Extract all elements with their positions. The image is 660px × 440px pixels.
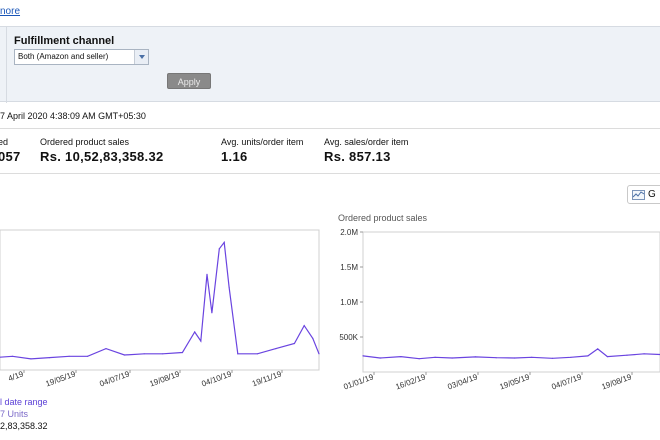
fulfillment-channel-value: Both (Amazon and seller) xyxy=(18,52,109,61)
data-point xyxy=(48,357,51,359)
stat-ordered-product-sales: Ordered product sales Rs. 10,52,83,358.3… xyxy=(40,137,164,164)
legend-units: 7 Units xyxy=(0,409,29,419)
data-point xyxy=(606,356,608,358)
y-tick-label: 1.0M xyxy=(340,298,358,307)
x-tick-label: 04/07/19 xyxy=(98,369,131,388)
data-point xyxy=(275,348,277,350)
x-tick-label: 19/11/19 xyxy=(251,369,283,388)
report-timestamp: 7 April 2020 4:38:09 AM GMT+05:30 xyxy=(0,111,146,121)
x-tick-label: 4/19 xyxy=(7,369,25,383)
data-point xyxy=(514,357,516,359)
more-link[interactable]: nore xyxy=(0,6,21,17)
data-point xyxy=(570,356,572,358)
data-point xyxy=(256,353,258,355)
legend-date-range[interactable]: l date range xyxy=(0,397,48,407)
x-tick-label: 04/07/19 xyxy=(550,372,583,391)
stat-value: 1.16 xyxy=(221,149,248,164)
stat-label: Avg. units/order item xyxy=(221,137,304,147)
data-point xyxy=(293,342,295,345)
data-point xyxy=(451,357,453,359)
chart-legend: l date range 7 Units 2,83,358.32 xyxy=(0,396,48,432)
stat-avg-units-per-order-item: Avg. units/order item 1.16 xyxy=(221,137,303,164)
legend-sales: 2,83,358.32 xyxy=(0,421,48,431)
data-point xyxy=(123,354,126,356)
plot-area xyxy=(0,229,320,371)
data-point xyxy=(303,325,305,327)
data-point xyxy=(218,248,220,250)
chevron-down-icon[interactable] xyxy=(134,50,148,64)
data-point xyxy=(379,357,381,359)
fulfillment-channel-label: Fulfillment channel xyxy=(14,35,115,47)
y-tick-label: 2.0M xyxy=(340,228,358,237)
y-tick-label: 1.5M xyxy=(340,263,358,272)
stat-avg-sales-per-order-item: Avg. sales/order item Rs. 857.13 xyxy=(324,137,408,164)
data-point xyxy=(206,273,208,275)
data-point xyxy=(223,241,225,243)
data-point xyxy=(237,353,239,355)
units-ordered-chart: 4/19 19/05/19 04/07/19 19/08/19 04/10/19 19/1… xyxy=(0,229,320,389)
graph-view-button[interactable]: G xyxy=(627,185,660,204)
line-chart-icon xyxy=(632,190,645,200)
plot-area xyxy=(362,231,660,373)
x-tick-label: 19/05/19 xyxy=(44,369,77,388)
data-point xyxy=(68,355,70,357)
x-tick-label: 01/01/19 xyxy=(342,372,375,391)
data-point xyxy=(312,337,314,339)
data-point xyxy=(181,351,183,354)
x-tick-label: 03/04/19 xyxy=(446,372,479,391)
stat-units-ordered: ed 057 xyxy=(0,137,21,164)
x-tick-label: 04/10/19 xyxy=(200,369,233,388)
data-point xyxy=(30,358,32,360)
data-point xyxy=(587,355,589,357)
apply-button[interactable]: Apply xyxy=(167,73,211,89)
data-point xyxy=(474,356,476,358)
data-point xyxy=(400,356,402,358)
series-line xyxy=(362,348,660,360)
stat-value: Rs. 857.13 xyxy=(324,149,391,164)
stats-row: ed 057 Ordered product sales Rs. 10,52,8… xyxy=(0,128,660,174)
chart-title-ordered-product-sales: Ordered product sales xyxy=(338,213,428,223)
data-point xyxy=(318,353,320,355)
data-point xyxy=(228,286,230,288)
data-point xyxy=(418,358,420,360)
x-tick-label: 19/08/19 xyxy=(600,372,633,391)
graph-view-label: G xyxy=(648,189,656,200)
data-point xyxy=(551,357,553,359)
x-tick-label: 19/05/19 xyxy=(498,372,531,391)
data-point xyxy=(597,348,599,350)
data-point xyxy=(105,348,107,350)
x-tick-label: 16/02/19 xyxy=(394,372,427,391)
y-tick-label: 500K xyxy=(339,333,358,342)
filter-bar: Fulfillment channel Both (Amazon and sel… xyxy=(0,26,660,103)
stat-label: Ordered product sales xyxy=(40,137,130,147)
data-point xyxy=(643,353,645,355)
data-point xyxy=(211,312,213,314)
data-point xyxy=(495,357,497,359)
data-point xyxy=(362,355,364,357)
stat-label: ed xyxy=(0,137,9,147)
data-point xyxy=(531,356,533,358)
data-point xyxy=(194,331,196,333)
stat-value: 057 xyxy=(0,149,21,164)
ordered-product-sales-chart: 2.0M 1.5M 1.0M 500K 01/01/19 16/02/19 03/04/19… xyxy=(339,228,660,392)
x-tick-label: 19/08/19 xyxy=(148,369,181,388)
data-point xyxy=(200,340,202,342)
data-point xyxy=(162,353,164,355)
fulfillment-channel-select[interactable]: Both (Amazon and seller) xyxy=(14,49,149,65)
data-point xyxy=(87,355,89,357)
data-point xyxy=(143,353,145,355)
filter-divider xyxy=(6,27,7,103)
stat-label: Avg. sales/order item xyxy=(324,137,409,147)
data-point xyxy=(626,354,628,356)
data-point xyxy=(434,356,436,358)
stat-value: Rs. 10,52,83,358.32 xyxy=(40,149,164,164)
data-point xyxy=(11,355,14,357)
